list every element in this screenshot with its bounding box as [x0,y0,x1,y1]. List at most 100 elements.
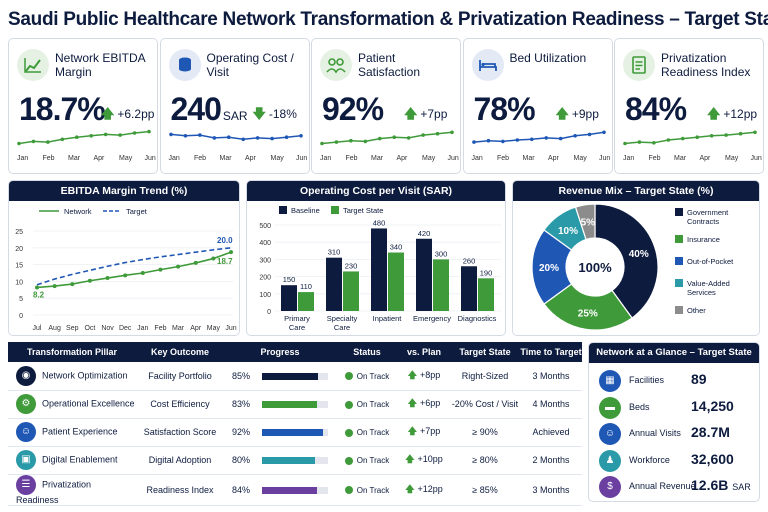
y-tick-label: 100 [259,292,271,299]
kpi-month-label: Jun [447,155,459,162]
sparkline-point [103,132,108,137]
y-tick-label: 25 [15,229,23,236]
cost-per-visit-title: Operating Cost per Visit (SAR) [247,181,505,201]
sparkline-line [473,131,604,143]
sparkline-point [421,133,425,137]
status-label: On Track [356,456,390,465]
progress-value: 85% [232,370,251,381]
kpi-month-label: May [422,155,436,162]
status-dot-icon [344,372,353,381]
sparkline-point [406,136,411,140]
kpi-value-number: 84% [625,91,687,127]
sparkline-point [753,130,757,135]
status-cell: On Track [336,362,398,391]
category-label: Specialty [327,314,358,323]
pillar-cell: ☺ Patient Experience [8,418,136,447]
status-label: On Track [356,428,390,437]
sparkline-line [624,131,756,145]
revenue-icon: $ [599,476,621,498]
arrow-up-icon: 🡅 [407,398,417,408]
progress-cell: 92% [224,418,336,447]
bar-target-state [388,252,404,311]
kpi-month-label: Mar [68,155,81,162]
status-label: On Track [356,485,390,495]
column-header: Transformation Pillar [8,342,136,362]
kpi-value-number: 92% [322,91,384,127]
kpi-change-value: +7pp [420,107,448,121]
vs-plan-value: +8pp [419,369,441,380]
kpi-month-label: Apr [396,155,408,162]
bar-baseline [281,285,297,311]
sparkline-point [298,134,303,138]
time-cell: 2 Months [520,446,582,475]
arrow-up-icon: 🡅 [101,106,115,121]
legend-label: Services [687,288,716,297]
glance-value: 14,250 [691,398,734,414]
sparkline-point [320,141,324,146]
time-cell: 3 Months [520,362,582,391]
kpi-card: Operating Cost / Visit 240 SAR 🡇 -18% Jan Feb M… [159,38,310,174]
legend-swatch [675,235,683,243]
kpi-change-value: +12pp [723,107,758,121]
sparkline-point [666,138,671,142]
first-value-label: 8.2 [33,290,45,299]
x-tick-label: Feb [154,325,166,332]
sparkline-point [724,133,728,137]
glance-value-number: 32,600 [691,450,734,467]
sparkline-point [46,140,50,144]
bar-target-state [343,271,359,311]
y-tick-label: 15 [15,263,23,270]
sparkline-point [680,136,685,141]
slice-label: 5% [581,218,596,229]
progress-cell: 85% [224,362,336,391]
legend-label: Out-of-Pocket [687,257,734,266]
bed-icon [471,49,504,81]
kpi-month-label: Jan [320,155,332,162]
kpi-value: 18.7% [19,91,106,128]
cost-per-visit-panel: Operating Cost per Visit (SAR) 0 100 200 30… [246,180,506,336]
vs-plan-cell: 🡅 +7pp [398,418,450,447]
sparkline-point [435,131,440,136]
sparkline-point [255,136,259,140]
kpi-value: 92% [322,91,384,128]
sparkline-point [334,140,339,144]
target-cell: ≥ 90% [450,418,520,447]
x-tick-label: May [207,325,221,332]
glance-label: Annual Visits [629,428,681,438]
legend-target-label: Target State [343,206,383,215]
sparkline-point [709,134,714,138]
kpi-months-axis: Jan Feb Mar Apr May Jun [167,155,308,167]
sparkline-point [74,135,79,139]
y-tick-label: 400 [259,240,271,247]
y-tick-label: 10 [15,279,23,286]
vs-plan-cell: 🡅 +6pp [398,390,450,419]
progress-value: 83% [232,399,251,409]
kpi-month-label: Jan [168,155,180,162]
series-point [70,282,75,287]
kpi-change-value: +9pp [571,107,599,121]
kpi-change-value: +6.2pp [117,107,155,121]
legend-baseline-swatch [279,206,287,214]
bar-baseline [416,238,432,311]
glance-value: 12.6B SAR [691,477,751,493]
vs-plan-value: +6pp [419,398,441,408]
cost-bar-chart: 0 100 200 300 400 500 Baseline Target State 150 1… [259,206,501,332]
bar-value-label: 420 [418,229,431,238]
x-tick-label: Sep [66,325,79,332]
series-point [140,271,145,275]
category-label: Emergency [413,314,451,323]
sparkline-point [31,139,36,144]
table-row: ☰ Privatization Readiness Readiness Index 8… [8,474,582,506]
kpi-month-label: Feb [648,155,661,162]
progress-bar-fill [262,457,315,465]
chart-growth-icon [17,49,49,81]
series-point [158,267,163,272]
sparkline-point [601,130,606,135]
column-header: Key Outcome [136,342,224,362]
kpi-sparkline [471,130,606,144]
progress-bar-fill [262,372,319,380]
glance-label: Facilities [629,375,665,385]
legend-label: Value-Added [687,279,730,288]
sparkline-point [392,135,397,139]
sparkline-point [269,136,274,141]
